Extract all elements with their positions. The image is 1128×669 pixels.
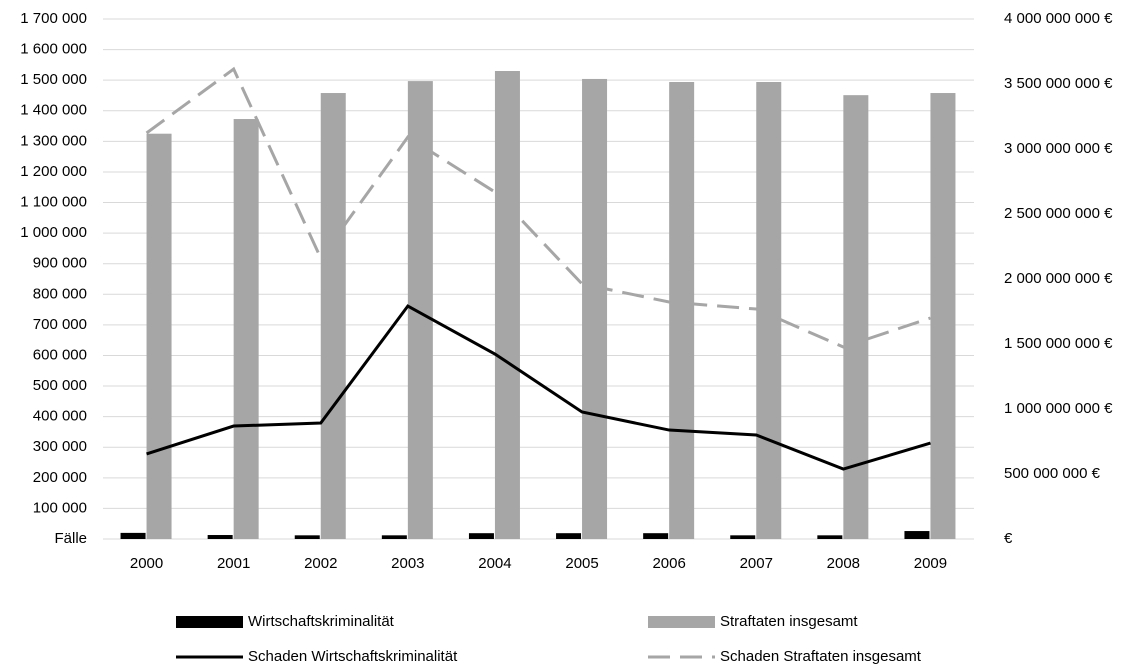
y-tick-label: Fälle (54, 530, 87, 547)
legend-swatch (176, 616, 243, 628)
bar (468, 533, 494, 539)
bar (320, 93, 346, 539)
legend-label: Straftaten insgesamt (720, 613, 858, 630)
bar (294, 535, 320, 539)
legend-label: Wirtschaftskriminalität (248, 613, 395, 630)
bar (120, 532, 146, 539)
x-tick-label: 2009 (914, 555, 947, 572)
bar (207, 535, 233, 539)
bar (904, 531, 930, 539)
bar (582, 78, 608, 539)
y2-tick-label: 4 000 000 000 € (1004, 10, 1113, 27)
bar (930, 93, 956, 539)
y-tick-label: 100 000 (33, 499, 87, 516)
bar (233, 119, 259, 539)
bar (730, 535, 756, 539)
x-tick-label: 2001 (217, 555, 250, 572)
line-series (145, 66, 931, 349)
y-tick-label: 1 300 000 (20, 132, 87, 149)
legend-label: Schaden Straftaten insgesamt (720, 648, 922, 665)
y-tick-label: 1 400 000 (20, 102, 87, 119)
y-tick-label: 1 000 000 (20, 224, 87, 241)
bar (843, 95, 869, 539)
x-tick-label: 2002 (304, 555, 337, 572)
x-tick-label: 2005 (565, 555, 598, 572)
y-tick-label: 900 000 (33, 255, 87, 272)
y2-tick-label: € (1004, 530, 1013, 547)
y-tick-label: 500 000 (33, 377, 87, 394)
y2-tick-label: 1 500 000 000 € (1004, 335, 1113, 352)
y-tick-label: 1 100 000 (20, 193, 87, 210)
y-tick-label: 1 200 000 (20, 163, 87, 180)
y-tick-label: 200 000 (33, 469, 87, 486)
y-tick-label: 600 000 (33, 346, 87, 363)
y2-tick-label: 500 000 000 € (1004, 465, 1101, 482)
x-tick-label: 2000 (130, 555, 163, 572)
y-tick-label: 400 000 (33, 408, 87, 425)
y2-tick-label: 2 500 000 000 € (1004, 205, 1113, 222)
y-tick-label: 700 000 (33, 316, 87, 333)
y2-tick-label: 1 000 000 000 € (1004, 400, 1113, 417)
x-tick-label: 2004 (478, 555, 511, 572)
line-series (146, 304, 931, 471)
y-tick-label: 800 000 (33, 285, 87, 302)
x-tick-label: 2008 (827, 555, 860, 572)
y-tick-label: 1 500 000 (20, 71, 87, 88)
y-tick-label: 300 000 (33, 438, 87, 455)
bar (494, 71, 520, 539)
legend-label: Schaden Wirtschaftskriminalität (248, 648, 458, 665)
y2-tick-label: 3 000 000 000 € (1004, 140, 1113, 157)
x-tick-label: 2003 (391, 555, 424, 572)
bar (381, 535, 407, 539)
bar (643, 533, 669, 539)
bar (146, 133, 172, 540)
bar (669, 82, 695, 539)
y2-tick-label: 2 000 000 000 € (1004, 270, 1113, 287)
x-tick-label: 2007 (740, 555, 773, 572)
y-tick-label: 1 600 000 (20, 41, 87, 58)
bar (556, 533, 582, 539)
legend-swatch (648, 616, 715, 628)
bar (817, 535, 843, 539)
y2-tick-label: 3 500 000 000 € (1004, 75, 1113, 92)
x-tick-label: 2006 (652, 555, 685, 572)
y-tick-label: 1 700 000 (20, 10, 87, 27)
